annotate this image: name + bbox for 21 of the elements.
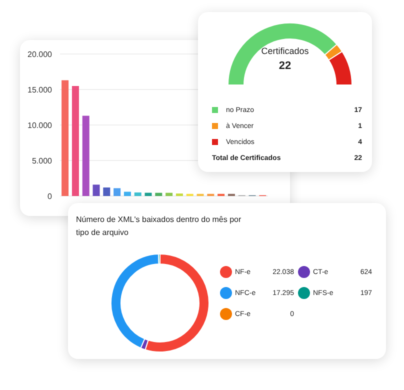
- bar: [155, 192, 162, 196]
- bar: [144, 192, 152, 196]
- bar: [92, 184, 100, 196]
- donut-slice: [144, 254, 210, 352]
- chart-title: Número de XML's baixados dentro do mês por tipo de arquivo: [76, 214, 242, 239]
- bar: [82, 116, 90, 196]
- y-tick-label: 5.000: [32, 156, 53, 166]
- text: Certificados: [260, 46, 310, 56]
- bar: [114, 188, 121, 196]
- bar: [62, 80, 69, 196]
- y-tick-label: 15.000: [28, 85, 53, 94]
- y-tick-label: 20.000: [28, 50, 53, 59]
- bar: [124, 192, 131, 196]
- bar: [72, 86, 79, 196]
- bar: [103, 187, 110, 196]
- y-tick-label: 10.000: [28, 120, 53, 130]
- bar: [134, 192, 142, 196]
- y-tick-label: 0: [48, 192, 53, 201]
- text: 22: [278, 60, 292, 72]
- bar: [166, 192, 173, 196]
- donut-slice: [110, 254, 160, 349]
